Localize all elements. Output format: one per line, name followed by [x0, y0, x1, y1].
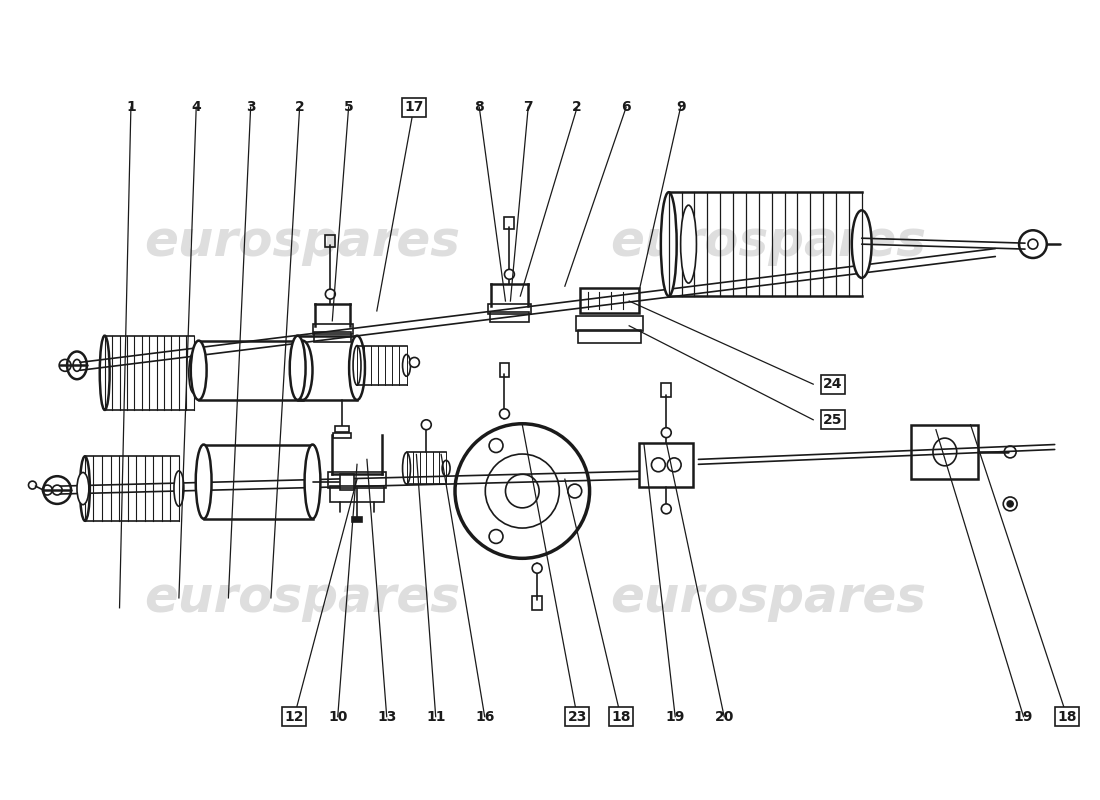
- Bar: [578, 330, 641, 342]
- Text: 7: 7: [524, 100, 534, 114]
- Text: 3: 3: [245, 100, 255, 114]
- Text: eurospares: eurospares: [609, 574, 926, 622]
- Text: 12: 12: [285, 710, 304, 724]
- Bar: [505, 217, 515, 229]
- Bar: [328, 472, 386, 488]
- Ellipse shape: [661, 428, 671, 438]
- Text: 11: 11: [426, 710, 446, 724]
- Text: 24: 24: [823, 377, 843, 391]
- Text: 17: 17: [404, 100, 424, 114]
- Bar: [340, 474, 354, 490]
- Text: 18: 18: [1057, 710, 1077, 724]
- Text: 8: 8: [474, 100, 484, 114]
- Ellipse shape: [1008, 501, 1013, 507]
- Ellipse shape: [196, 445, 211, 518]
- Ellipse shape: [661, 192, 676, 296]
- Text: 16: 16: [475, 710, 494, 724]
- Ellipse shape: [77, 473, 89, 505]
- Text: eurospares: eurospares: [609, 218, 926, 266]
- Ellipse shape: [421, 420, 431, 430]
- Text: 6: 6: [621, 100, 631, 114]
- Text: eurospares: eurospares: [144, 218, 461, 266]
- Bar: [315, 332, 351, 342]
- Ellipse shape: [668, 458, 681, 472]
- Ellipse shape: [174, 471, 184, 506]
- Bar: [532, 596, 542, 610]
- Ellipse shape: [661, 504, 671, 514]
- Ellipse shape: [289, 336, 306, 400]
- Bar: [639, 442, 693, 487]
- Bar: [661, 383, 671, 397]
- Text: 23: 23: [568, 710, 587, 724]
- Bar: [333, 433, 351, 438]
- Ellipse shape: [532, 563, 542, 573]
- Text: 18: 18: [610, 710, 630, 724]
- Ellipse shape: [349, 336, 365, 400]
- Text: 25: 25: [823, 413, 843, 426]
- Ellipse shape: [568, 484, 582, 498]
- Text: 10: 10: [328, 710, 348, 724]
- Ellipse shape: [409, 358, 419, 367]
- Text: 20: 20: [715, 710, 734, 724]
- Bar: [336, 426, 349, 432]
- Text: 1: 1: [126, 100, 135, 114]
- Ellipse shape: [651, 458, 666, 472]
- Ellipse shape: [851, 210, 871, 278]
- Bar: [911, 425, 979, 479]
- Text: 9: 9: [675, 100, 685, 114]
- Ellipse shape: [192, 358, 202, 388]
- Bar: [326, 234, 336, 246]
- Ellipse shape: [681, 205, 696, 283]
- Ellipse shape: [305, 445, 320, 518]
- Bar: [330, 486, 384, 502]
- Bar: [490, 312, 529, 322]
- Text: eurospares: eurospares: [144, 574, 461, 622]
- Ellipse shape: [490, 438, 503, 453]
- Bar: [499, 363, 509, 378]
- Text: 13: 13: [377, 710, 396, 724]
- Bar: [575, 316, 644, 330]
- Text: 2: 2: [295, 100, 305, 114]
- Bar: [312, 324, 353, 334]
- Text: 19: 19: [1014, 710, 1033, 724]
- Bar: [580, 288, 639, 313]
- Text: 2: 2: [572, 100, 582, 114]
- Ellipse shape: [499, 409, 509, 419]
- Ellipse shape: [293, 341, 312, 400]
- Ellipse shape: [490, 530, 503, 543]
- Text: 4: 4: [191, 100, 201, 114]
- Ellipse shape: [80, 457, 90, 521]
- Text: 19: 19: [666, 710, 685, 724]
- Bar: [352, 517, 362, 522]
- Ellipse shape: [505, 270, 515, 279]
- Ellipse shape: [190, 341, 207, 400]
- Bar: [487, 304, 531, 314]
- Ellipse shape: [326, 289, 336, 299]
- Text: 5: 5: [343, 100, 353, 114]
